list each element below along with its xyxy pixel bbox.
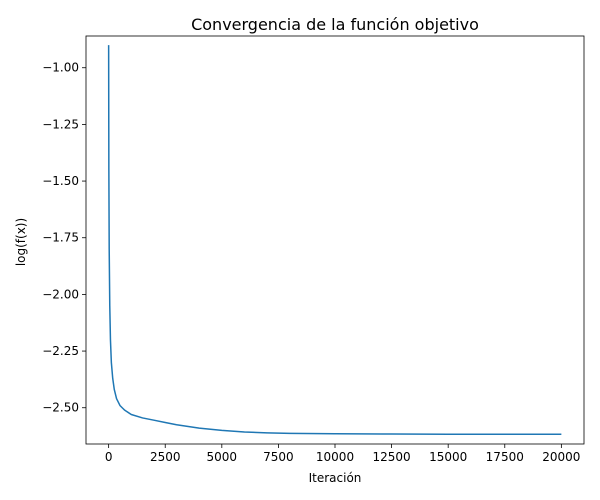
y-axis-label: log(f(x)) xyxy=(14,218,28,266)
y-tick-label: −2.50 xyxy=(42,401,79,415)
y-tick-label: −2.00 xyxy=(42,287,79,301)
x-tick-label: 7500 xyxy=(263,450,294,464)
y-tick-label: −2.25 xyxy=(42,344,79,358)
chart-title: Convergencia de la función objetivo xyxy=(191,15,479,34)
x-tick-label: 10000 xyxy=(316,450,354,464)
x-tick-label: 5000 xyxy=(207,450,238,464)
x-tick-label: 12500 xyxy=(372,450,410,464)
y-tick-label: −1.75 xyxy=(42,231,79,245)
x-tick-label: 20000 xyxy=(542,450,580,464)
axes-frame xyxy=(85,35,585,445)
series-line xyxy=(107,45,562,435)
x-axis-label: Iteración xyxy=(309,471,362,485)
x-tick-label: 2500 xyxy=(150,450,181,464)
plot-area: 0 2500 5000 7500 10000 12500 15000 17500 20000 −1… xyxy=(42,35,585,464)
y-tick-label: −1.00 xyxy=(42,61,79,75)
x-tick-label: 15000 xyxy=(429,450,467,464)
y-tick-label: −1.50 xyxy=(42,174,79,188)
y-tick-label: −1.25 xyxy=(42,117,79,131)
x-tick-label: 17500 xyxy=(486,450,524,464)
x-tick-label: 0 xyxy=(105,450,113,464)
